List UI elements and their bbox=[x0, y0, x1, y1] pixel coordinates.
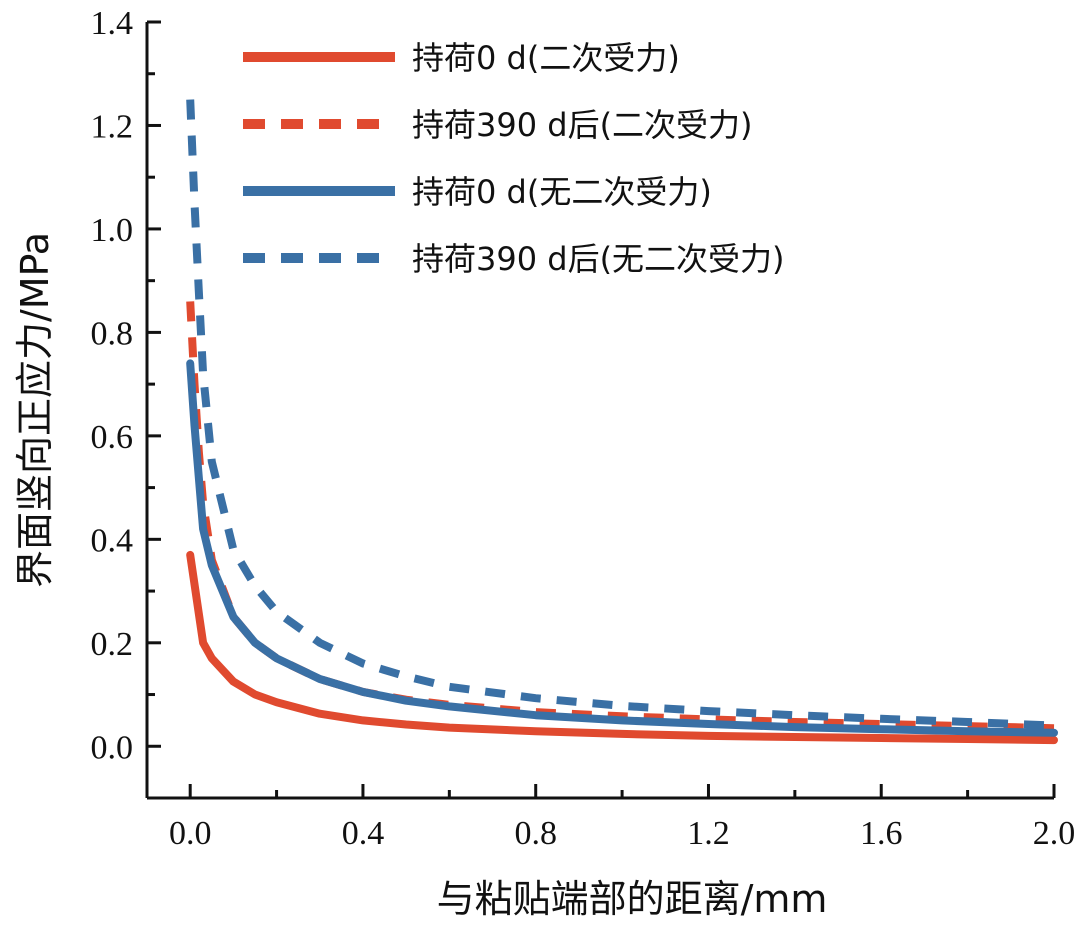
x-tick-label: 0.4 bbox=[342, 815, 385, 852]
x-tick-label: 0.0 bbox=[169, 815, 212, 852]
x-tick-label: 2.0 bbox=[1033, 815, 1076, 852]
x-tick-label: 0.8 bbox=[514, 815, 557, 852]
legend-label-4: 持荷390 d后(无二次受力) bbox=[412, 240, 785, 278]
y-tick-label: 0.0 bbox=[91, 729, 134, 766]
y-tick-label: 0.8 bbox=[91, 315, 134, 352]
y-tick-label: 0.2 bbox=[91, 626, 134, 663]
y-tick-label: 0.6 bbox=[91, 419, 134, 456]
y-tick-label: 1.2 bbox=[91, 108, 134, 145]
series-line-1 bbox=[186, 550, 1058, 745]
axes: 0.0 0.4 0.8 1.2 1.6 2.0 0.0 0.2 0.4 0.6 0.8 1.0 1.2 1… bbox=[91, 5, 1076, 852]
plot-area bbox=[186, 99, 1058, 745]
series-line-2 bbox=[186, 301, 1055, 733]
x-tick-label: 1.6 bbox=[860, 815, 903, 852]
series-line-4 bbox=[186, 99, 1055, 730]
legend-label-3: 持荷0 d(无二次受力) bbox=[412, 173, 712, 211]
legend-label-2: 持荷390 d后(二次受力) bbox=[412, 106, 753, 144]
series-line-3 bbox=[186, 359, 1058, 737]
y-tick-label: 0.4 bbox=[91, 522, 134, 559]
legend: 持荷0 d(二次受力) 持荷390 d后(二次受力) 持荷0 d(无二次受力) 持荷3… bbox=[243, 39, 785, 278]
y-tick-label: 1.0 bbox=[91, 212, 134, 249]
legend-label-1: 持荷0 d(二次受力) bbox=[412, 39, 680, 77]
y-tick-label: 1.4 bbox=[91, 5, 134, 42]
x-axis-title: 与粘贴端部的距离/mm bbox=[437, 877, 828, 921]
y-axis-title: 界面竖向正应力/MPa bbox=[13, 232, 57, 588]
x-tick-label: 1.2 bbox=[687, 815, 730, 852]
